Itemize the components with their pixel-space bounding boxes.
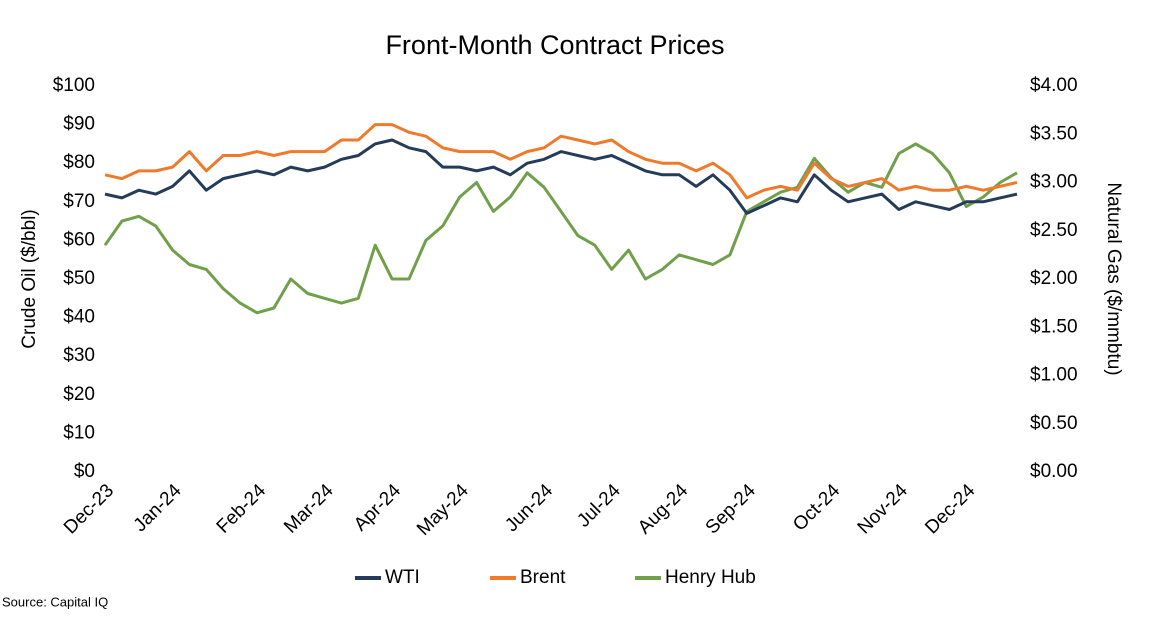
- y-tick-label: $50: [63, 268, 95, 289]
- legend-label: Henry Hub: [665, 567, 756, 588]
- y2-tick-label: $3.50: [1030, 123, 1078, 144]
- y2-tick-label: $4.00: [1030, 75, 1078, 96]
- y2-tick-label: $1.50: [1030, 316, 1078, 337]
- x-tick-label: Dec-24: [921, 480, 979, 538]
- y-tick-label: $90: [63, 114, 95, 135]
- x-tick-label: Aug-24: [634, 480, 692, 538]
- series-line: [103, 142, 1018, 315]
- y-tick-label: $30: [63, 345, 95, 366]
- source-note: Source: Capital IQ: [2, 594, 108, 609]
- y-tick-label: $80: [63, 152, 95, 173]
- x-tick-label: Nov-24: [854, 480, 912, 538]
- legend-label: Brent: [520, 567, 566, 588]
- y2-tick-label: $0.00: [1030, 461, 1078, 482]
- series-line: [104, 138, 1018, 215]
- legend-label: WTI: [385, 567, 420, 588]
- y2-tick-label: $3.00: [1030, 172, 1078, 193]
- y-tick-label: $60: [63, 229, 95, 250]
- y-tick-label: $40: [63, 307, 95, 328]
- y-axis-title: Crude Oil ($/bbl): [19, 209, 40, 348]
- x-tick-label: Feb-24: [213, 480, 271, 538]
- x-tick-label: Jan-24: [130, 480, 186, 536]
- y-tick-label: $70: [63, 191, 95, 212]
- y2-tick-label: $0.50: [1030, 413, 1078, 434]
- x-tick-label: Mar-24: [280, 480, 338, 538]
- y2-tick-label: $2.00: [1030, 268, 1078, 289]
- x-tick-label: Oct-24: [789, 480, 844, 535]
- x-tick-label: Jul-24: [573, 480, 625, 532]
- series-line: [104, 123, 1018, 200]
- y2-axis-title: Natural Gas ($/mmbtu): [1103, 182, 1124, 375]
- x-tick-label: May-24: [413, 480, 473, 540]
- y2-tick-label: $2.50: [1030, 220, 1078, 241]
- chart-title: Front-Month Contract Prices: [385, 30, 724, 60]
- y-tick-label: $100: [53, 75, 95, 96]
- x-tick-label: Apr-24: [350, 480, 405, 535]
- y-tick-label: $20: [63, 384, 95, 405]
- y-tick-label: $0: [74, 461, 95, 482]
- y2-tick-label: $1.00: [1030, 365, 1078, 386]
- x-tick-label: Sep-24: [702, 480, 760, 538]
- x-tick-label: Jun-24: [501, 480, 557, 536]
- y-tick-label: $10: [63, 422, 95, 443]
- x-tick-label: Dec-23: [60, 480, 118, 538]
